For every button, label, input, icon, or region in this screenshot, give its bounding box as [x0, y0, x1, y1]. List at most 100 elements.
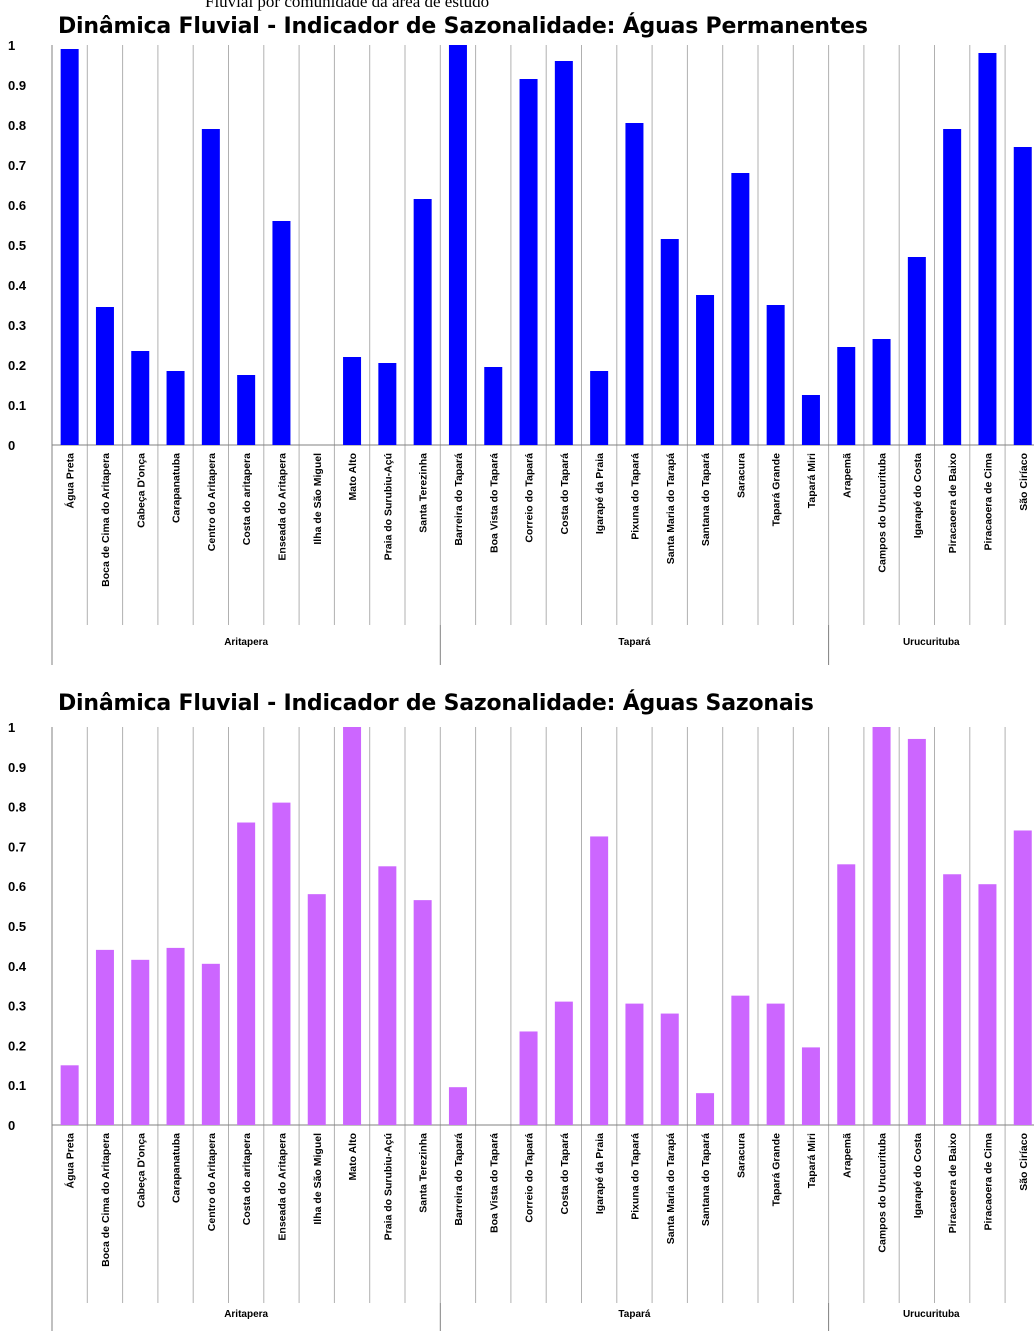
category-label: Água Preta — [64, 1133, 77, 1189]
category-label: Correio do Tapará — [524, 1133, 536, 1223]
bar — [484, 367, 503, 445]
category-label: Arapemã — [841, 453, 853, 498]
category-label: Campos do Urucurituba — [877, 1133, 889, 1253]
y-tick-label: 0.5 — [8, 919, 26, 934]
category-label: Piracaoera de Cima — [982, 1133, 994, 1231]
category-label: Carapanatuba — [171, 453, 183, 523]
bar — [378, 363, 397, 445]
bar — [625, 1003, 644, 1125]
y-tick-label: 0.2 — [8, 358, 26, 373]
bar — [343, 357, 362, 445]
bar — [272, 802, 291, 1125]
category-label: Correio do Tapará — [524, 453, 536, 543]
category-label: Santa Terezinha — [418, 1133, 430, 1213]
category-label: Saracura — [735, 453, 747, 498]
bar — [237, 375, 256, 445]
category-label: Costa do Tapará — [559, 453, 571, 535]
y-tick-label: 0.7 — [8, 839, 26, 854]
category-label: São Ciríaco — [1018, 453, 1030, 511]
bar — [590, 371, 609, 445]
bar — [131, 959, 150, 1125]
category-label: Tapará Grande — [771, 453, 783, 526]
category-label: Arapemã — [841, 1133, 853, 1178]
category-label: Praia do Surubiu-Açú — [382, 453, 394, 560]
bar — [978, 53, 997, 445]
category-label: Enseada do Aritapera — [276, 453, 288, 561]
category-label: Santana do Tapará — [700, 1133, 712, 1226]
bar — [907, 738, 926, 1125]
category-label: Piracaoera de Baixo — [947, 1133, 959, 1233]
y-tick-label: 0.6 — [8, 198, 26, 213]
y-tick-label: 0.6 — [8, 879, 26, 894]
category-label: Piracaoera de Cima — [982, 453, 994, 551]
category-label: Tapará Miri — [806, 1133, 818, 1188]
category-label: Costa do Tapará — [559, 1133, 571, 1215]
category-label: São Ciríaco — [1018, 1133, 1030, 1191]
y-tick-label: 0 — [8, 438, 15, 453]
category-label: Costa do aritapera — [241, 453, 253, 545]
bar — [343, 727, 362, 1125]
bar — [837, 347, 856, 445]
category-label: Campos do Urucurituba — [877, 453, 889, 573]
category-label: Santa Maria do Tarapá — [665, 1133, 677, 1244]
chart-svg: 0 0.1 0.2 0.3 0.4 0.5 0.6 0.7 0.8 0.9 1 Água Preta B… — [8, 38, 1034, 665]
category-label: Tapará Grande — [771, 1133, 783, 1206]
bar — [201, 129, 220, 445]
category-label: Centro do Aritapera — [206, 453, 218, 551]
y-tick-label: 1 — [8, 720, 15, 735]
y-tick-label: 0.3 — [8, 999, 26, 1014]
bar — [95, 949, 114, 1125]
category-label: Praia do Surubiu-Açú — [382, 1133, 394, 1240]
y-tick-label: 0.8 — [8, 800, 26, 815]
y-tick-label: 0.2 — [8, 1038, 26, 1053]
category-label: Boa Vista do Tapará — [488, 1133, 500, 1233]
category-label: Santa Terezinha — [418, 453, 430, 533]
category-label: Ilha de São Miguel — [312, 453, 324, 545]
bar — [766, 1003, 785, 1125]
category-label: Ilha de São Miguel — [312, 1133, 324, 1225]
bar — [696, 295, 715, 445]
category-label: Mato Alto — [347, 453, 359, 500]
bar — [272, 221, 291, 445]
category-label: Igarapé da Praia — [594, 453, 606, 534]
chart-svg: 0 0.1 0.2 0.3 0.4 0.5 0.6 0.7 0.8 0.9 1 Água Preta B… — [8, 720, 1034, 1331]
bar — [131, 351, 150, 445]
bar — [766, 305, 785, 445]
bar — [801, 395, 820, 445]
category-label: Costa do aritapera — [241, 1133, 253, 1225]
y-tick-label: 0.8 — [8, 118, 26, 133]
category-label: Carapanatuba — [171, 1133, 183, 1203]
bar — [554, 61, 573, 445]
chart-seasonal-waters: Dinâmica Fluvial - Indicador de Sazonali… — [0, 665, 1034, 1331]
bar — [660, 239, 679, 445]
category-label: Cabeça D'onça — [135, 453, 147, 528]
y-tick-label: 0.7 — [8, 158, 26, 173]
bar — [448, 1087, 467, 1125]
category-label: Piracaoera de Baixo — [947, 453, 959, 553]
category-label: Tapará Miri — [806, 453, 818, 508]
bar — [943, 874, 962, 1125]
category-label: Boca de Cima do Aritapera — [100, 1133, 112, 1267]
category-label: Igarapé do Costa — [912, 1133, 924, 1218]
bar — [519, 79, 538, 445]
chart-permanent-waters: Dinâmica Fluvial - Indicador de Sazonali… — [0, 0, 1034, 665]
bar — [660, 1013, 679, 1125]
bar — [413, 900, 432, 1125]
figure-caption: Fluvial por comunidade da área de estudo — [205, 0, 490, 11]
y-tick-label: 0.4 — [8, 278, 27, 293]
y-tick-label: 0.1 — [8, 1078, 26, 1093]
bar — [95, 307, 114, 445]
bar — [696, 1093, 715, 1125]
group-label: Urucurituba — [903, 1309, 960, 1320]
bar — [166, 947, 185, 1125]
y-tick-label: 0.5 — [8, 238, 26, 253]
category-label: Pixuna do Tapará — [629, 1133, 641, 1220]
bar — [625, 123, 644, 445]
y-tick-label: 0.4 — [8, 959, 27, 974]
category-label: Santana do Tapará — [700, 453, 712, 546]
bar — [978, 884, 997, 1125]
bar — [378, 866, 397, 1125]
bar — [837, 864, 856, 1125]
bar — [943, 129, 962, 445]
bar — [872, 339, 891, 445]
